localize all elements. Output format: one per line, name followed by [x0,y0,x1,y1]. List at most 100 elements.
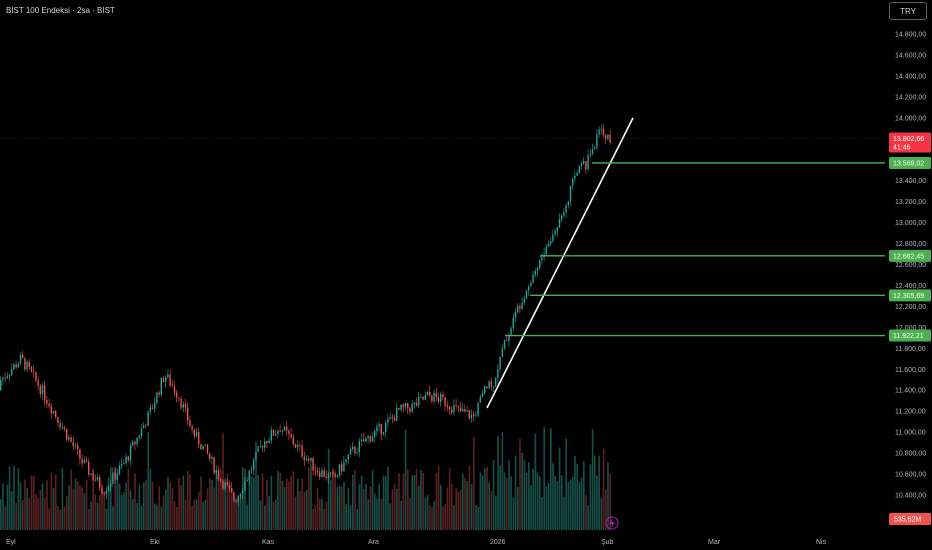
candle [563,212,565,216]
volume-bar [92,469,94,530]
level-price-badge [889,156,931,169]
volume-bar [107,477,110,530]
candle [583,161,585,164]
candle [501,348,503,357]
candle [6,376,8,378]
candle [121,464,123,466]
candle [554,231,556,235]
candle [129,445,132,461]
volume-bar [189,474,191,530]
candle [319,472,321,477]
candle [74,445,77,447]
volume-badge [889,513,931,525]
volume-bar [52,488,55,530]
volume-bar [68,485,70,530]
volume-bar [281,481,284,530]
candle [369,436,371,442]
volume-bar [345,503,347,530]
volume-bar [180,485,182,530]
volume-bar [503,472,506,530]
price-tick-label: 14.800,00 [895,32,926,39]
volume-bar [191,505,193,530]
volume-bar [466,481,468,530]
candle [228,485,231,489]
candle [323,470,325,477]
time-axis[interactable]: Eyl Eki Kas Ara 2026 Şub Mar Nis [6,539,827,546]
candle [587,155,589,170]
price-tick-label: 11.000,00 [895,430,926,437]
flash-icon[interactable] [605,516,619,530]
volume-bar [316,488,319,530]
volume-bar [213,487,215,530]
candle [347,454,349,460]
volume-bar [312,508,314,530]
volume-bar [415,469,418,530]
volume-bar [94,494,97,530]
volume-bar [182,475,185,530]
trendline[interactable] [486,117,634,409]
candle [398,408,400,410]
price-axis[interactable]: 14.800,00 14.600,00 14.400,00 14.200,00 14.0… [889,32,931,526]
candle [138,436,140,438]
volume-bar [418,485,420,530]
candle [550,241,552,244]
last-price-label: 13.802,66 [893,136,924,143]
price-tick-label: 14.600,00 [895,52,926,59]
candle [404,402,407,408]
time-tick-label: 2026 [490,539,506,546]
volume-bar [481,475,484,530]
candle [134,441,136,445]
candle [609,134,611,143]
candle [125,456,127,464]
volume-bar [517,487,519,530]
volume-bar [554,475,556,530]
volume-bar [552,463,554,530]
time-tick-label: Nis [816,539,827,546]
candle [275,433,277,436]
candle [59,423,61,428]
volume-bar [602,448,605,530]
candle [411,403,413,412]
candle [363,439,365,442]
candle [453,405,455,413]
volume-bar [169,482,171,530]
volume-bar [407,469,409,530]
candle [576,172,578,176]
candle [233,492,235,501]
volume-bar [248,477,251,530]
candle [558,219,561,228]
volume-bar [224,478,226,530]
volume-bar [420,469,422,530]
volume-bar [330,479,332,530]
candle [206,444,209,454]
volume-bar [299,491,301,530]
volume-bar [259,500,262,530]
candle [255,451,257,461]
volume-bar [464,477,466,530]
volume-bar [607,462,609,530]
candle [303,456,305,461]
candle [145,425,147,426]
candle [341,464,343,472]
volume-bar [591,429,594,530]
candle [283,426,286,431]
volume-label: 535,62M [894,517,921,524]
volume-bar [156,504,158,530]
volume-bar [209,478,211,530]
candle [420,396,422,398]
candle [88,461,90,475]
volume-bar [323,508,325,530]
volume-bar [446,487,449,530]
volume-bar [497,435,499,530]
volume-bar [193,499,196,530]
candle [607,134,609,140]
candle [52,411,55,414]
candle [154,403,156,409]
volume-bar [327,448,330,530]
level-price-label: 11.922,21 [893,333,924,340]
candle [200,444,202,450]
volume-bar [451,484,453,530]
currency-button[interactable]: TRY [889,2,927,20]
volume-bar [404,429,407,530]
